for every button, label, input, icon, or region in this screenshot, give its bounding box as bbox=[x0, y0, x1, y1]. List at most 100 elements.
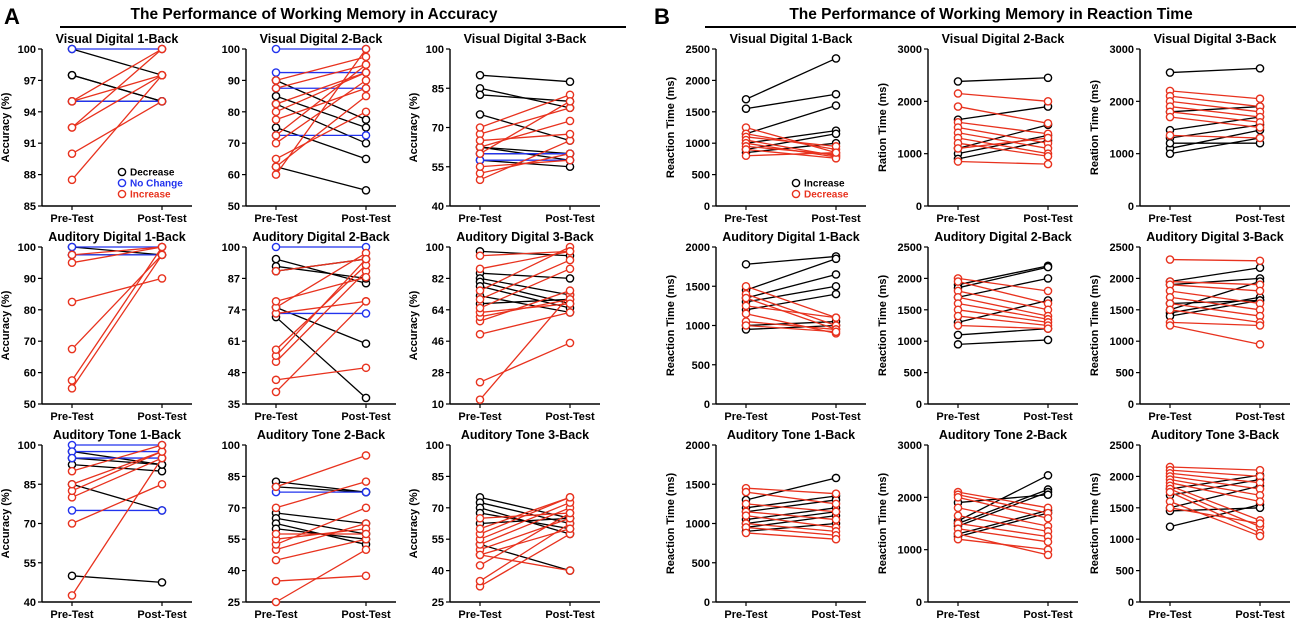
data-point-post bbox=[1043, 513, 1053, 523]
data-point-pre bbox=[67, 591, 77, 600]
series-line-red bbox=[275, 71, 367, 105]
series-line-red bbox=[1169, 105, 1261, 118]
x-tick-label: Post-Test bbox=[811, 213, 861, 225]
series-line-black bbox=[275, 512, 367, 525]
data-point-post bbox=[831, 515, 841, 524]
data-point-pre bbox=[67, 571, 77, 581]
data-point-pre bbox=[67, 453, 77, 463]
data-point-pre bbox=[953, 511, 963, 520]
subplot-title: Auditory Digital 2-Back bbox=[252, 230, 390, 244]
y-tick-label: 1500 bbox=[686, 479, 710, 491]
data-point-pre bbox=[741, 321, 751, 330]
data-point-pre bbox=[1165, 112, 1175, 122]
series-line-red bbox=[745, 293, 837, 327]
y-tick-label: 55 bbox=[228, 534, 240, 546]
data-point-post bbox=[157, 506, 167, 515]
legend-marker-black bbox=[791, 178, 801, 188]
series-line-red bbox=[275, 549, 367, 603]
subplot-18: Auditory Tone 3-Back 0 500 1000 1500 2000 2500… bbox=[1089, 428, 1290, 618]
series-line-black bbox=[957, 134, 1049, 155]
series-line-red bbox=[1169, 134, 1261, 139]
series-line-black bbox=[275, 316, 367, 399]
series-line-red bbox=[71, 254, 163, 350]
y-tick-label: 74 bbox=[228, 305, 241, 317]
series-line-red bbox=[275, 300, 367, 393]
y-tick-label: 85 bbox=[432, 471, 444, 483]
data-point-post bbox=[157, 274, 167, 283]
series-line-red bbox=[71, 74, 163, 102]
data-point-pre bbox=[475, 90, 485, 100]
data-point-pre bbox=[67, 258, 77, 268]
data-point-post bbox=[1043, 119, 1053, 128]
subplot-title: Visual Digital 2-Back bbox=[260, 32, 383, 46]
x-tick-label: Pre-Test bbox=[936, 411, 980, 423]
series-line-red bbox=[479, 120, 571, 148]
data-point-pre bbox=[1165, 149, 1175, 158]
series-line-red bbox=[479, 159, 571, 168]
series-line-black bbox=[957, 105, 1049, 121]
data-point-pre bbox=[953, 311, 963, 321]
data-point-pre bbox=[1165, 131, 1175, 140]
subplot-9: Auditory Tone 3-Back 25 40 55 70 85 100 Pre-Tes… bbox=[408, 428, 600, 618]
series-line-red bbox=[275, 522, 367, 551]
data-point-post bbox=[361, 76, 371, 85]
y-tick-label: 35 bbox=[228, 399, 240, 411]
y-tick-label: 2500 bbox=[898, 242, 922, 254]
series-line-red bbox=[957, 528, 1049, 543]
x-tick-label: Post-Test bbox=[1235, 411, 1285, 423]
x-tick-label: Pre-Test bbox=[1148, 411, 1192, 423]
data-point-pre bbox=[67, 383, 77, 393]
data-point-pre bbox=[953, 340, 963, 349]
series-line-black bbox=[745, 104, 837, 135]
legend-label: Decrease bbox=[130, 168, 175, 179]
data-point-pre bbox=[1165, 522, 1175, 531]
series-line-red bbox=[957, 533, 1049, 556]
data-point-pre bbox=[741, 309, 751, 319]
subplot-16: Auditory Tone 1-Back 0 500 1000 1500 2000 Pre-… bbox=[665, 428, 866, 618]
series-line-red bbox=[745, 532, 837, 540]
data-point-pre bbox=[271, 76, 281, 85]
subplot-7: Auditory Tone 1-Back 40 55 70 85 100 Pre-Test P… bbox=[0, 428, 192, 618]
series-line-red bbox=[275, 276, 367, 302]
y-tick-label: 2000 bbox=[898, 96, 922, 108]
data-point-post bbox=[361, 60, 371, 69]
series-line-red bbox=[479, 94, 571, 129]
series-line-red bbox=[1169, 485, 1261, 521]
data-point-pre bbox=[953, 157, 963, 166]
y-tick-label: 2000 bbox=[686, 440, 710, 452]
data-point-post bbox=[831, 54, 841, 63]
y-axis-label: Reaction Time (ms) bbox=[665, 275, 677, 377]
series-line-black bbox=[957, 77, 1049, 83]
data-point-pre bbox=[741, 94, 751, 104]
y-tick-label: 10 bbox=[432, 399, 444, 411]
y-tick-label: 80 bbox=[24, 305, 36, 317]
y-tick-label: 100 bbox=[426, 242, 444, 254]
panel-a-letter: A bbox=[4, 4, 20, 29]
data-point-post bbox=[1255, 64, 1265, 73]
y-axis-label: Accuracy (%) bbox=[0, 92, 12, 162]
y-tick-label: 500 bbox=[692, 360, 710, 372]
data-point-pre bbox=[953, 89, 963, 98]
series-line-red bbox=[1169, 95, 1261, 108]
data-point-post bbox=[361, 571, 371, 581]
data-point-pre bbox=[67, 123, 77, 132]
series-line-black bbox=[745, 324, 837, 331]
data-point-pre bbox=[1165, 305, 1175, 315]
series-line-black bbox=[745, 129, 837, 144]
subplot-12: Visual Digital 3-Back 0 1000 2000 3000 Pre-Te… bbox=[1089, 32, 1290, 225]
data-point-post bbox=[1255, 256, 1265, 266]
data-point-pre bbox=[1165, 487, 1175, 497]
y-tick-label: 70 bbox=[24, 336, 36, 348]
series-line-black bbox=[479, 285, 571, 309]
subplot-1: Visual Digital 1-Back 85 88 91 94 97 100 Pre-Te… bbox=[0, 32, 192, 225]
data-point-post bbox=[361, 545, 371, 554]
series-line-red bbox=[745, 285, 837, 319]
data-point-post bbox=[831, 489, 841, 498]
series-line-red bbox=[479, 259, 571, 300]
series-line-red bbox=[275, 300, 367, 315]
series-line-red bbox=[275, 270, 367, 363]
data-point-pre bbox=[67, 70, 77, 80]
x-tick-label: Post-Test bbox=[545, 411, 595, 423]
legend-label: Increase bbox=[130, 190, 171, 201]
